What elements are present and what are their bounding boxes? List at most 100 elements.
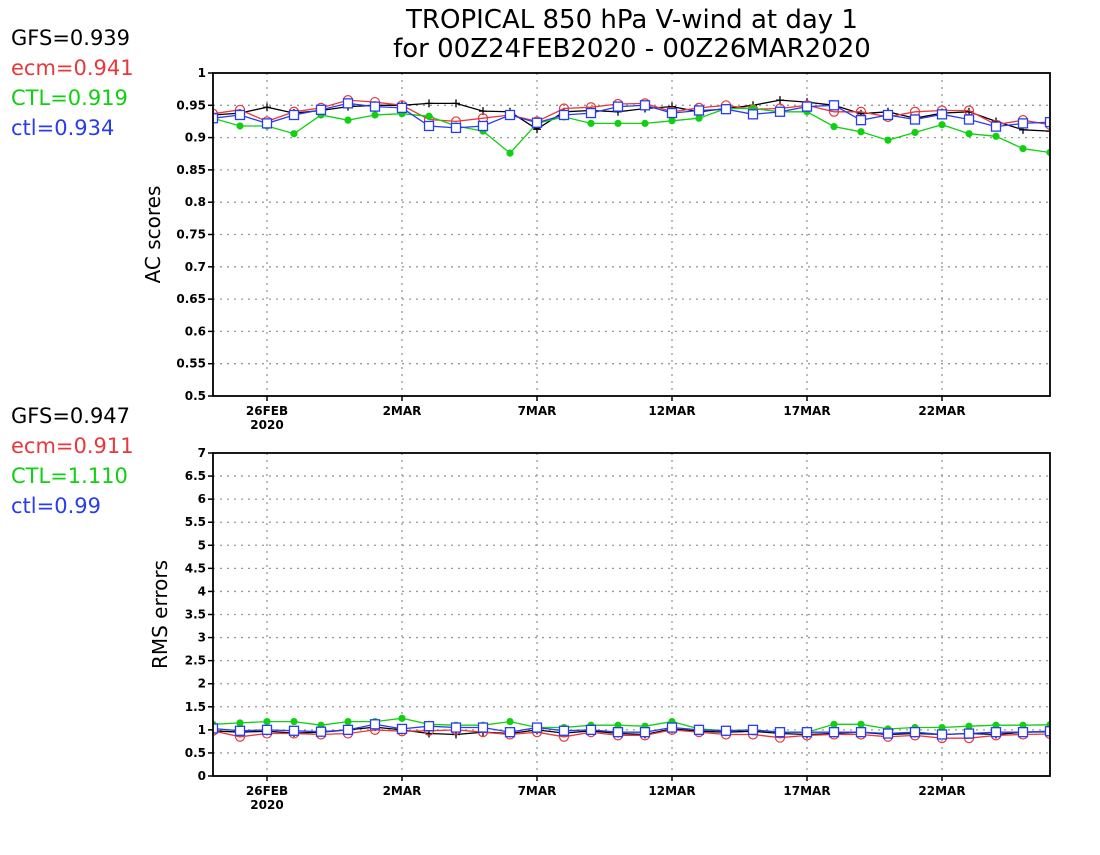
- data-point-CTL: [425, 112, 433, 120]
- data-point-CTL: [344, 717, 352, 726]
- data-point-ctl: [936, 109, 948, 120]
- data-point-ctl: [531, 117, 543, 128]
- series-ctl: [213, 719, 1050, 740]
- series-ecm: [213, 95, 1050, 130]
- series-line-GFS: [213, 99, 1050, 132]
- data-point-ctl: [450, 122, 462, 134]
- data-point-ctl: [396, 102, 408, 114]
- y-axis-label: RMS errors: [148, 560, 172, 669]
- data-point-ctl: [315, 726, 327, 737]
- y-tick-label: 2.5: [185, 654, 206, 668]
- data-point-ctl: [234, 725, 246, 736]
- y-tick-label: 0: [198, 769, 206, 783]
- data-point-CTL: [641, 119, 649, 127]
- y-tick-label: 6: [198, 492, 206, 506]
- data-point-ctl: [1017, 727, 1029, 738]
- data-point-ctl: [477, 120, 489, 132]
- x-tick-label: 26FEB: [246, 404, 288, 418]
- chart-title-line1: TROPICAL 850 hPa V-wind at day 1: [405, 5, 858, 35]
- data-point-CTL: [236, 719, 244, 727]
- data-point-ctl: [288, 109, 300, 121]
- data-point-CTL: [911, 128, 919, 137]
- data-point-CTL: [965, 722, 973, 730]
- data-point-ctl: [585, 724, 597, 736]
- y-tick-label: 2: [198, 677, 206, 691]
- data-point-ctl: [477, 722, 489, 733]
- data-point-ctl: [504, 727, 516, 738]
- data-point-CTL: [290, 130, 298, 138]
- data-point-CTL: [263, 717, 271, 726]
- data-point-GFS: [452, 99, 460, 108]
- data-point-ctl: [990, 121, 1002, 132]
- y-tick-label: 4.5: [185, 561, 206, 575]
- data-point-ctl: [747, 109, 759, 120]
- x-tick-label: 17MAR: [783, 404, 830, 418]
- y-tick-label: 3.5: [185, 608, 206, 622]
- series-ctl: [213, 98, 1050, 134]
- data-point-ctl: [369, 719, 381, 730]
- data-point-ctl: [774, 727, 786, 738]
- y-tick-label: 6.5: [185, 469, 206, 483]
- score-label-CTL: CTL=0.919: [11, 86, 128, 110]
- y-tick-label: 5.5: [185, 515, 206, 529]
- data-point-ctl: [1017, 118, 1029, 129]
- y-tick-label: 0.5: [185, 389, 206, 403]
- data-point-ctl: [612, 101, 624, 112]
- data-point-ctl: [774, 106, 786, 117]
- data-point-ctl: [288, 725, 300, 736]
- data-point-ctl: [693, 724, 705, 736]
- y-tick-label: 0.55: [176, 357, 206, 371]
- score-label-ctl: ctl=0.99: [11, 494, 101, 518]
- data-point-ctl: [315, 104, 327, 115]
- data-point-ctl: [882, 109, 894, 121]
- data-point-ctl: [342, 724, 354, 736]
- score-label-ecm: ecm=0.941: [11, 56, 134, 80]
- x-tick-year: 2020: [250, 798, 283, 812]
- x-tick-label: 12MAR: [648, 784, 695, 798]
- data-point-ctl: [720, 104, 732, 115]
- data-point-ctl: [369, 101, 381, 112]
- y-tick-label: 0.75: [176, 228, 206, 242]
- y-tick-label: 0.6: [185, 324, 206, 338]
- score-label-CTL: CTL=1.110: [11, 464, 128, 488]
- x-tick-label: 17MAR: [783, 784, 830, 798]
- data-point-CTL: [344, 116, 352, 124]
- data-point-ctl: [504, 109, 516, 121]
- data-point-ctl: [666, 107, 678, 119]
- y-tick-label: 0.5: [185, 746, 206, 760]
- data-point-CTL: [830, 123, 838, 131]
- y-tick-label: 0.9: [185, 131, 206, 145]
- series-CTL: [213, 104, 1050, 157]
- y-axis-label: AC scores: [141, 186, 165, 284]
- y-tick-label: 1.5: [185, 700, 206, 714]
- data-point-ctl: [423, 721, 435, 732]
- x-tick-label: 26FEB: [246, 784, 288, 798]
- x-tick-label: 12MAR: [648, 404, 695, 418]
- data-point-ctl: [558, 109, 570, 121]
- data-point-ctl: [720, 725, 732, 736]
- data-point-ctl: [801, 727, 813, 738]
- y-tick-label: 5: [198, 538, 206, 552]
- data-point-ctl: [558, 725, 570, 736]
- data-point-ctl: [693, 105, 705, 116]
- x-tick-label: 2MAR: [383, 784, 422, 798]
- y-tick-label: 1: [198, 723, 206, 737]
- data-point-ctl: [234, 109, 246, 121]
- score-label-GFS: GFS=0.947: [11, 404, 130, 428]
- data-point-CTL: [1019, 144, 1027, 153]
- series-line-ecm: [213, 99, 1050, 126]
- panel-2: 00.511.522.533.544.555.566.5726FEB20202M…: [11, 404, 1051, 812]
- data-point-ctl: [213, 113, 219, 124]
- data-point-ctl: [909, 727, 921, 738]
- data-point-ctl: [423, 120, 435, 132]
- data-point-ctl: [531, 722, 543, 733]
- data-point-ctl: [585, 107, 597, 119]
- data-point-ctl: [855, 727, 867, 738]
- x-tick-label: 22MAR: [918, 784, 965, 798]
- data-point-ctl: [639, 100, 651, 111]
- y-tick-label: 0.7: [185, 260, 206, 274]
- data-point-CTL: [857, 720, 865, 728]
- y-tick-label: 0.95: [176, 98, 206, 112]
- series-line-CTL: [213, 107, 1050, 154]
- data-point-ctl: [342, 98, 354, 109]
